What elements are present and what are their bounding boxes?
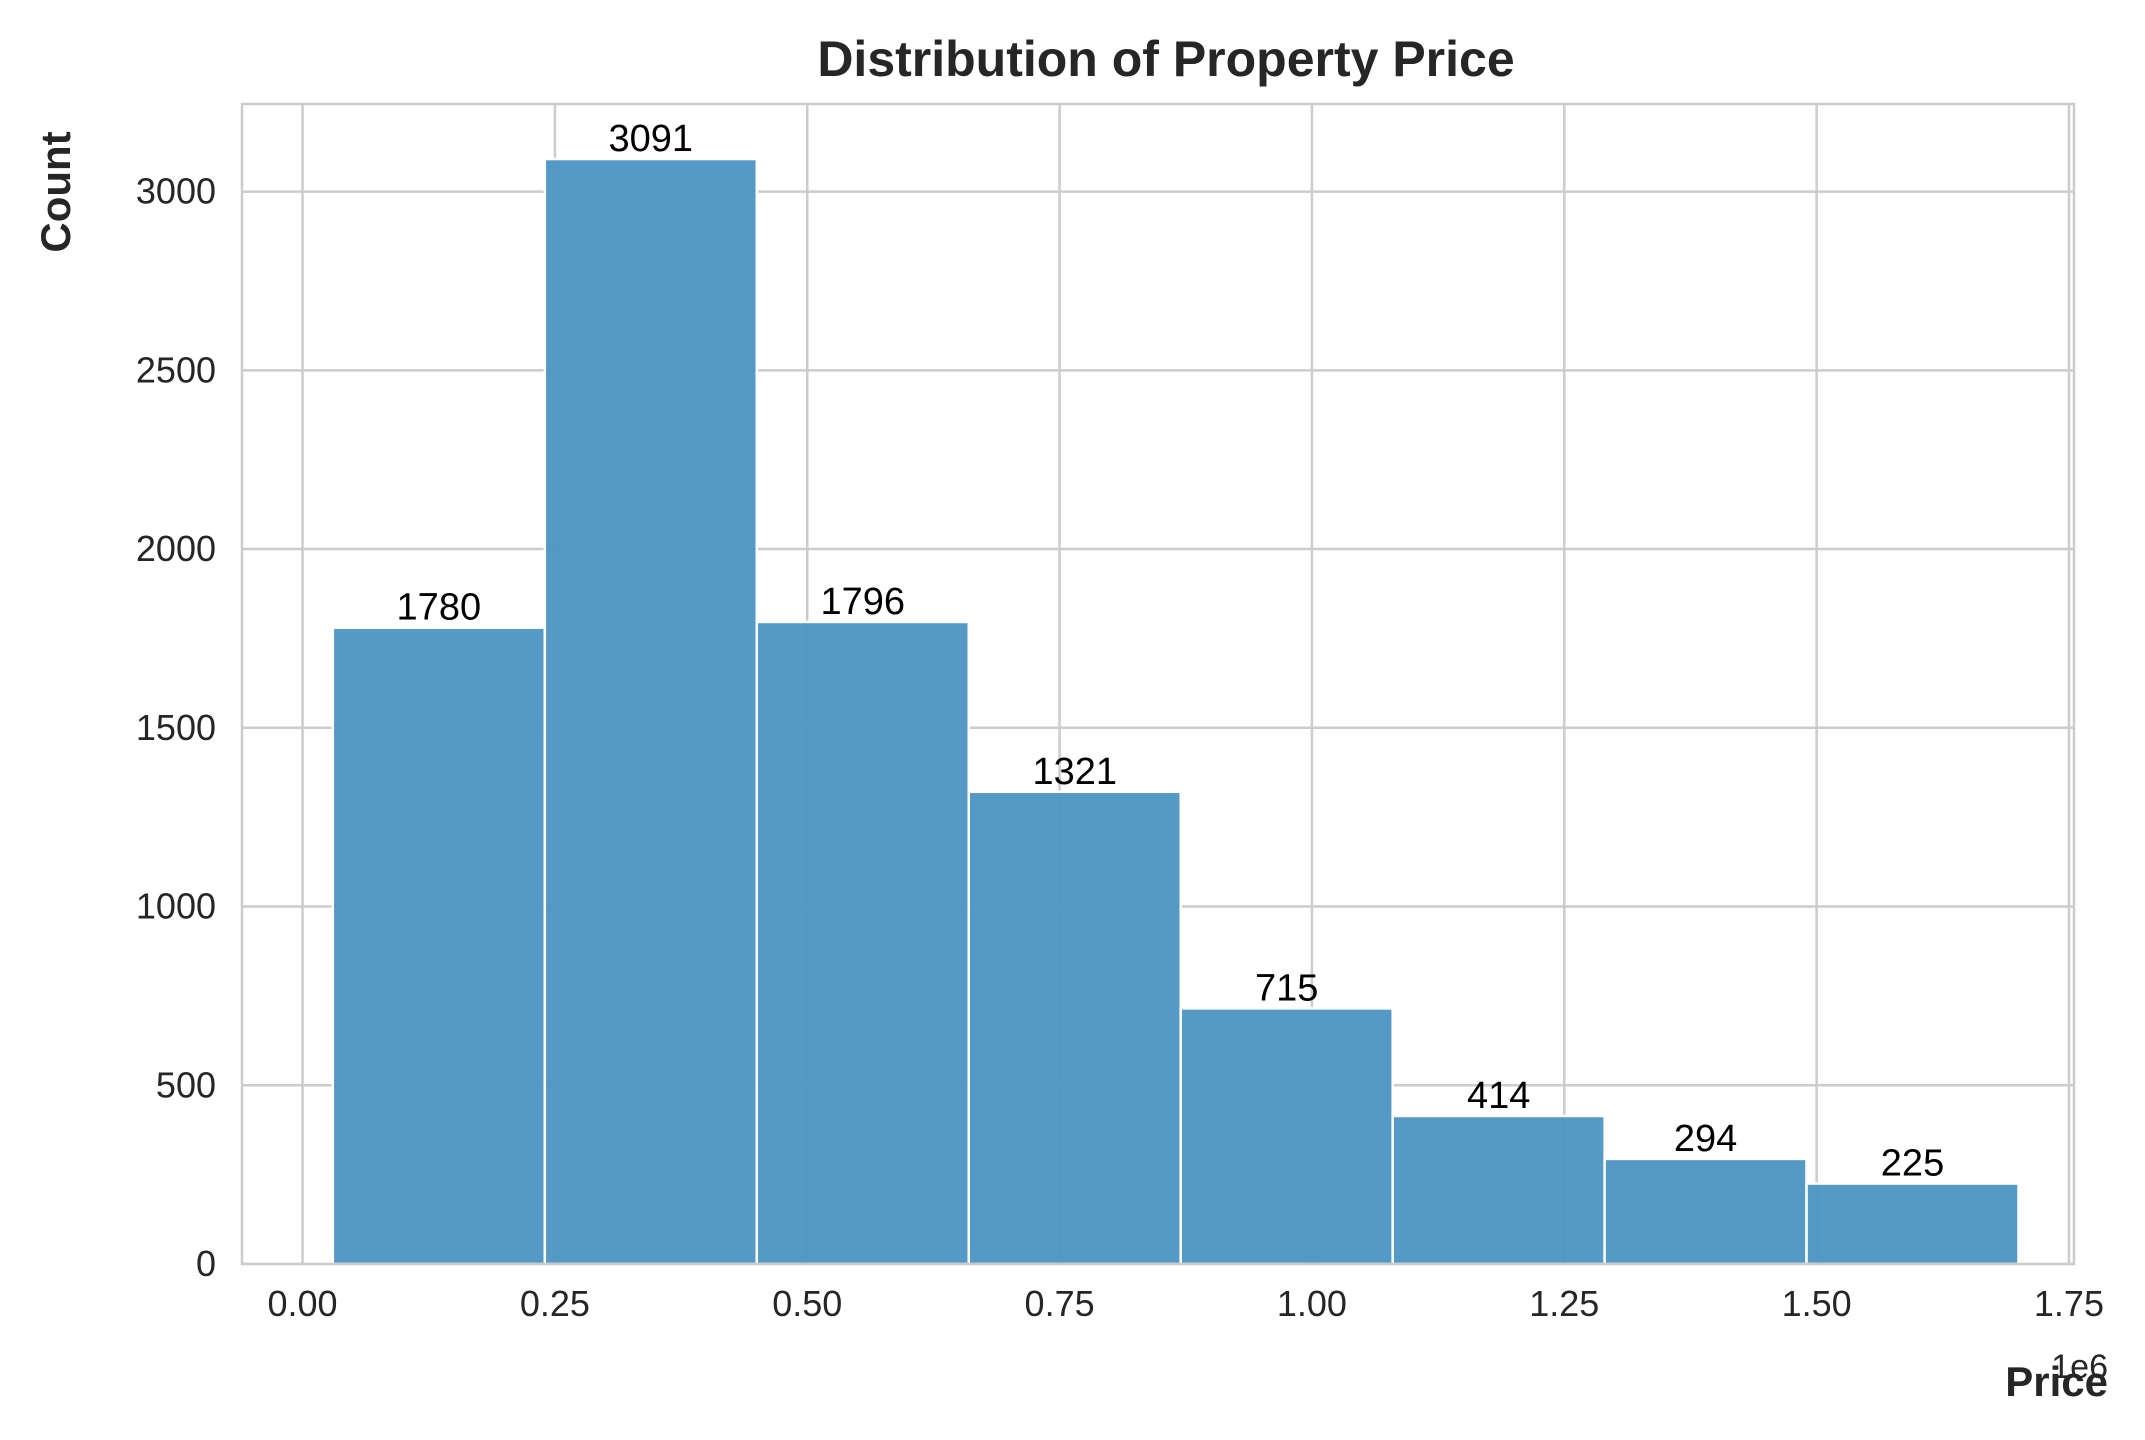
x-tick-label: 1.25 bbox=[1529, 1283, 1599, 1324]
histogram-bar bbox=[967, 790, 1182, 1266]
bar-value-label: 1796 bbox=[820, 581, 905, 623]
y-tick-label: 500 bbox=[156, 1064, 216, 1105]
x-axis-ticks: 0.00 0.25 0.50 0.75 1.00 1.25 1.50 1.75 bbox=[268, 1283, 2104, 1324]
x-tick-label: 1.50 bbox=[1782, 1283, 1852, 1324]
histogram-bar bbox=[1179, 1007, 1394, 1266]
histogram-bar bbox=[755, 620, 970, 1266]
x-tick-label: 1.00 bbox=[1277, 1283, 1347, 1324]
y-tick-label: 0 bbox=[196, 1243, 216, 1284]
x-tick-label: 0.75 bbox=[1025, 1283, 1095, 1324]
y-axis-title: Count bbox=[32, 131, 79, 252]
histogram-bar bbox=[1391, 1114, 1606, 1266]
bar-value-label: 1321 bbox=[1032, 751, 1117, 793]
histogram-bar bbox=[543, 157, 759, 1266]
y-axis-ticks: 0 500 1000 1500 2000 2500 3000 bbox=[136, 171, 216, 1284]
x-tick-label: 1.75 bbox=[2034, 1283, 2104, 1324]
x-axis-offset-text: 1e6 bbox=[2051, 1348, 2108, 1386]
x-tick-label: 0.50 bbox=[772, 1283, 842, 1324]
y-tick-label: 3000 bbox=[136, 171, 216, 212]
bar-value-label: 225 bbox=[1881, 1143, 1944, 1185]
histogram-bar bbox=[1805, 1182, 2020, 1266]
histogram-bar bbox=[1603, 1157, 1808, 1266]
chart-title: Distribution of Property Price bbox=[817, 31, 1514, 87]
y-tick-label: 1000 bbox=[136, 886, 216, 927]
bar-value-label: 1780 bbox=[397, 587, 482, 629]
bar-value-label: 3091 bbox=[609, 118, 694, 160]
y-tick-label: 2500 bbox=[136, 349, 216, 390]
bar-value-label: 715 bbox=[1255, 967, 1318, 1009]
x-tick-label: 0.25 bbox=[520, 1283, 590, 1324]
x-axis-title: Price bbox=[2005, 1358, 2108, 1405]
plot-frame bbox=[240, 102, 2076, 1266]
histogram-bars bbox=[331, 157, 2020, 1266]
bar-value-label: 414 bbox=[1467, 1075, 1530, 1117]
bar-value-labels: 1780 3091 1796 1321 715 414 294 225 bbox=[397, 118, 1945, 1185]
y-tick-label: 2000 bbox=[136, 528, 216, 569]
x-tick-label: 0.00 bbox=[268, 1283, 338, 1324]
histogram-bar bbox=[331, 626, 547, 1266]
axes-frame bbox=[240, 102, 2076, 1266]
y-tick-label: 1500 bbox=[136, 707, 216, 748]
bar-value-label: 294 bbox=[1674, 1118, 1737, 1160]
